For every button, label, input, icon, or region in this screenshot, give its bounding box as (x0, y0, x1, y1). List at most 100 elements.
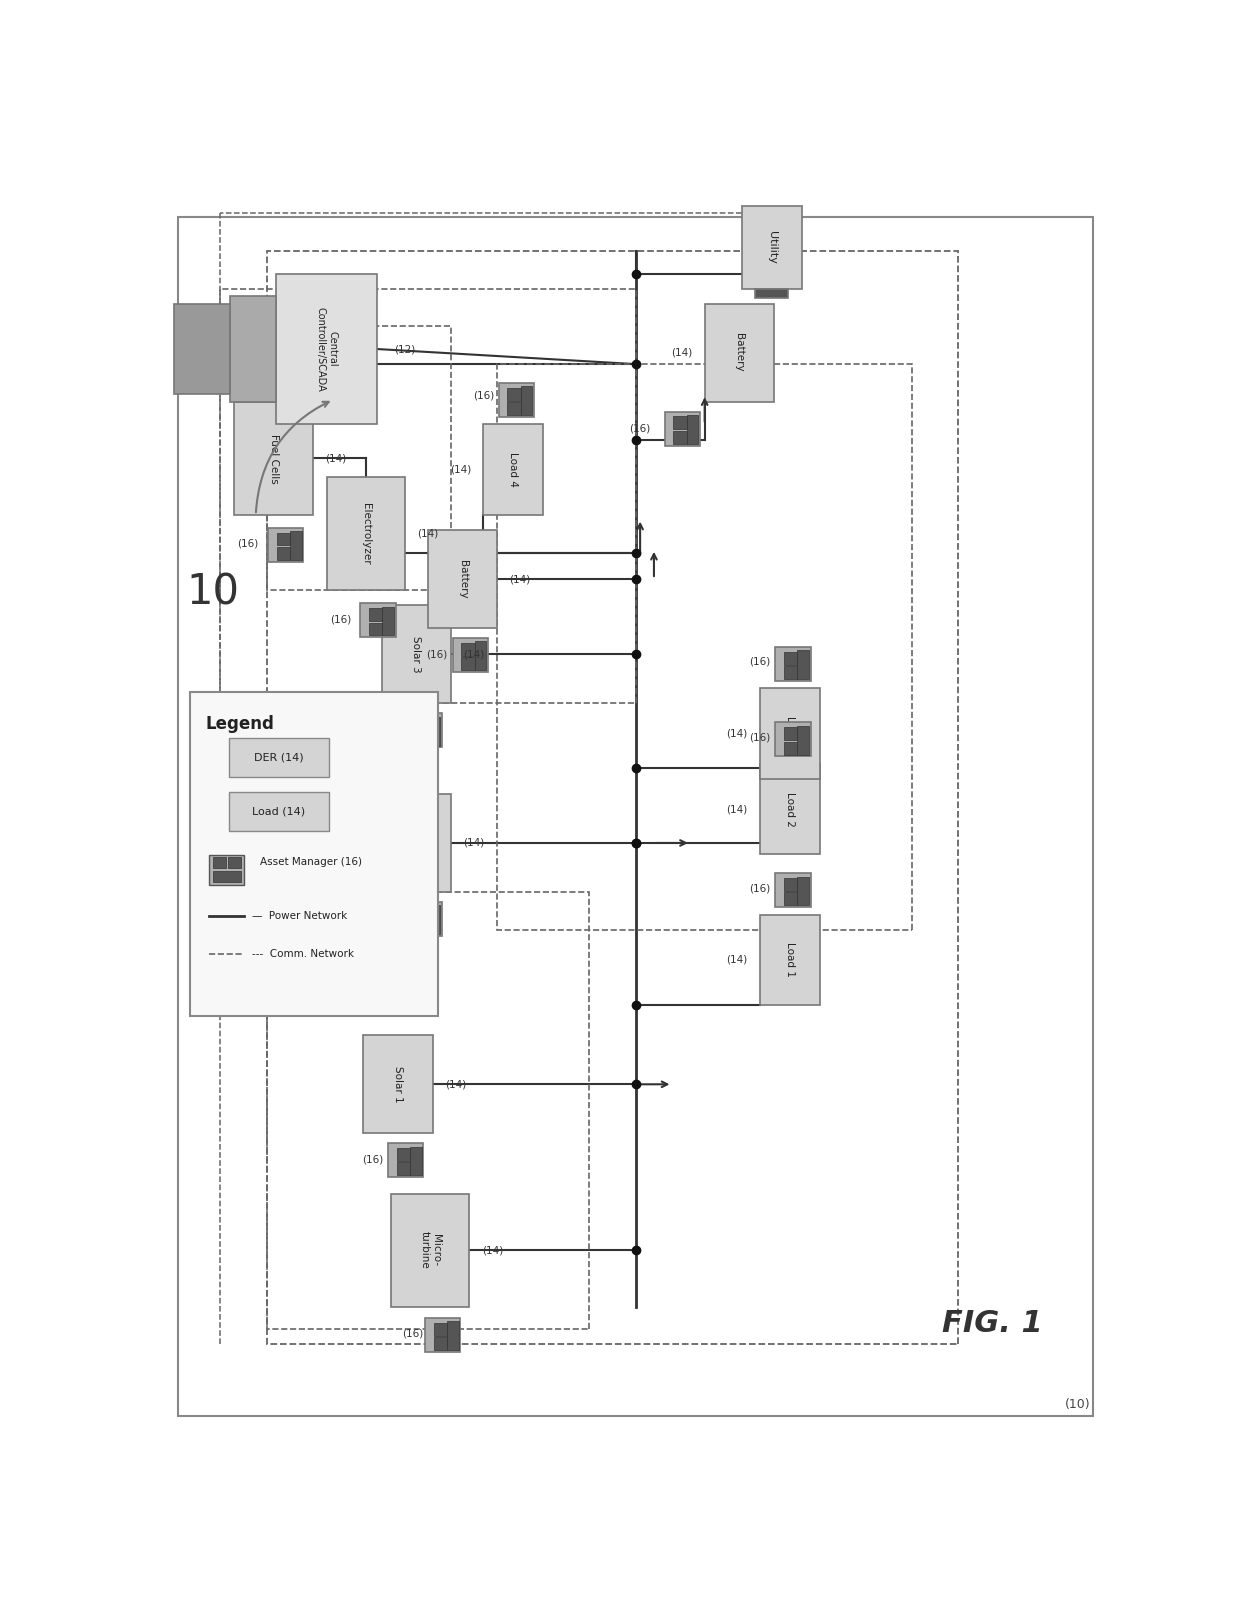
Polygon shape (521, 386, 532, 416)
Polygon shape (434, 1323, 446, 1336)
Text: (14): (14) (464, 650, 485, 660)
Text: (10): (10) (1064, 1399, 1090, 1412)
Polygon shape (415, 718, 429, 731)
Polygon shape (290, 530, 301, 559)
Text: Load 4: Load 4 (508, 453, 518, 487)
Polygon shape (687, 416, 698, 443)
Text: Legend: Legend (206, 715, 274, 734)
Polygon shape (428, 530, 497, 627)
Bar (213, 872, 241, 883)
Text: (14): (14) (727, 804, 748, 813)
Polygon shape (760, 915, 820, 1006)
Text: FIG. 1: FIG. 1 (941, 1310, 1043, 1339)
Text: Battery: Battery (458, 559, 467, 598)
Polygon shape (434, 1337, 446, 1350)
Text: Electrolyzer: Electrolyzer (361, 503, 371, 564)
Polygon shape (784, 893, 797, 906)
Polygon shape (673, 416, 687, 429)
Text: (16): (16) (330, 614, 351, 624)
Text: (14): (14) (510, 574, 531, 584)
Polygon shape (425, 1318, 460, 1352)
Polygon shape (382, 605, 451, 703)
Text: (16): (16) (362, 1155, 383, 1164)
Polygon shape (461, 657, 475, 669)
Polygon shape (742, 205, 801, 289)
Polygon shape (784, 652, 797, 665)
Bar (228, 739, 330, 776)
Text: —  Power Network: — Power Network (252, 910, 347, 920)
Polygon shape (507, 388, 521, 401)
Polygon shape (429, 906, 440, 935)
Polygon shape (361, 603, 396, 637)
Polygon shape (507, 403, 521, 416)
Text: (16): (16) (238, 538, 259, 548)
Polygon shape (484, 424, 543, 514)
Polygon shape (775, 873, 811, 907)
Polygon shape (429, 716, 440, 745)
Text: Solar 3: Solar 3 (412, 635, 422, 673)
Text: (14): (14) (482, 1245, 503, 1255)
Polygon shape (760, 763, 820, 854)
Polygon shape (784, 742, 797, 755)
Text: Load (14): Load (14) (253, 807, 305, 817)
Polygon shape (397, 1163, 410, 1176)
Text: Battery: Battery (734, 333, 744, 372)
Bar (213, 857, 226, 868)
Polygon shape (370, 608, 382, 621)
Text: (16): (16) (381, 724, 402, 734)
Polygon shape (415, 922, 429, 935)
Polygon shape (673, 432, 687, 443)
Polygon shape (175, 304, 229, 395)
Polygon shape (407, 902, 441, 936)
Polygon shape (391, 1193, 470, 1307)
Polygon shape (784, 878, 797, 891)
Text: Fuel Cells: Fuel Cells (269, 433, 279, 483)
Polygon shape (234, 401, 312, 514)
Polygon shape (277, 532, 290, 545)
Polygon shape (268, 527, 304, 561)
Polygon shape (461, 642, 475, 655)
Polygon shape (446, 1321, 459, 1350)
Polygon shape (410, 1146, 422, 1176)
Polygon shape (415, 907, 429, 920)
Bar (228, 792, 330, 831)
Polygon shape (453, 637, 489, 671)
Polygon shape (797, 726, 808, 755)
Text: (14): (14) (418, 529, 439, 538)
Text: (14): (14) (464, 838, 485, 847)
Text: Micro-
turbine: Micro- turbine (419, 1231, 441, 1269)
Polygon shape (363, 1035, 433, 1134)
Text: (16): (16) (381, 914, 402, 923)
Text: (16): (16) (749, 883, 770, 893)
Polygon shape (382, 794, 451, 893)
Text: Central
Controller/SCADA: Central Controller/SCADA (316, 307, 337, 391)
Polygon shape (382, 606, 394, 635)
Polygon shape (415, 733, 429, 745)
Polygon shape (275, 273, 377, 424)
Polygon shape (665, 412, 701, 446)
Polygon shape (229, 296, 275, 401)
Polygon shape (775, 647, 811, 681)
Text: (16): (16) (402, 1328, 423, 1339)
Bar (210, 855, 244, 884)
Text: (14): (14) (325, 453, 346, 464)
Text: Solar 1: Solar 1 (393, 1066, 403, 1103)
Polygon shape (370, 623, 382, 635)
Bar (190, 692, 438, 1015)
Polygon shape (475, 642, 486, 669)
Polygon shape (397, 1148, 410, 1161)
Text: Load 2: Load 2 (785, 792, 795, 826)
Text: Utility: Utility (766, 231, 776, 264)
Text: (16): (16) (749, 657, 770, 666)
Polygon shape (784, 728, 797, 741)
Text: 10: 10 (187, 571, 239, 613)
Text: DER (14): DER (14) (254, 752, 304, 763)
Text: (14): (14) (450, 464, 471, 475)
Bar (228, 857, 241, 868)
Text: Asset Manager (16): Asset Manager (16) (259, 857, 362, 867)
Polygon shape (407, 713, 441, 747)
Polygon shape (775, 723, 811, 757)
Text: (14): (14) (671, 348, 692, 357)
Text: (12): (12) (394, 344, 415, 354)
Text: Load 3: Load 3 (785, 716, 795, 750)
